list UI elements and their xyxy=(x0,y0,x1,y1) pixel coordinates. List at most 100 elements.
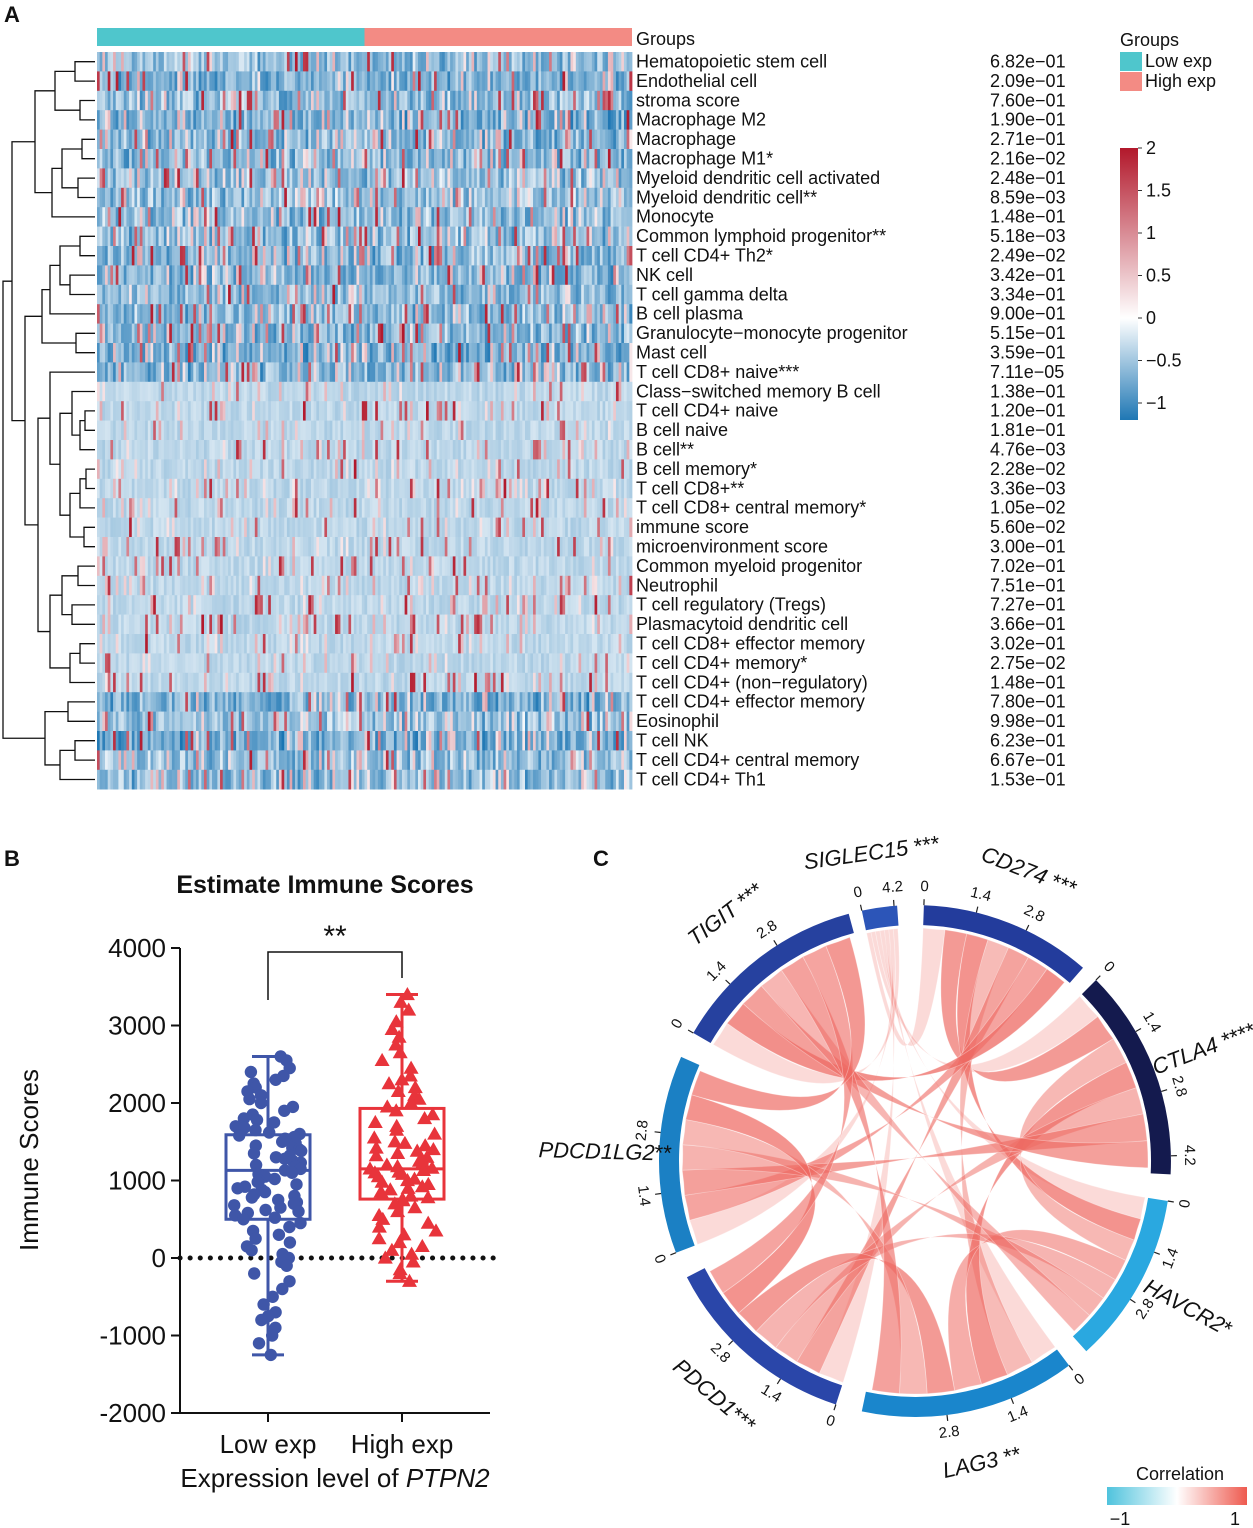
heatmap-cell xyxy=(113,149,117,169)
heatmap-cell xyxy=(356,420,360,441)
heatmap-cell xyxy=(516,207,521,227)
heatmap-cell xyxy=(385,420,389,441)
heatmap-cell xyxy=(353,478,357,499)
heatmap-cell xyxy=(115,284,119,305)
heatmap-cell xyxy=(434,498,438,518)
heatmap-cell xyxy=(102,110,106,130)
heatmap-cell xyxy=(270,246,274,266)
heatmap-cell xyxy=(415,420,419,441)
heatmap-cell xyxy=(554,110,558,130)
heatmap-cell xyxy=(412,517,416,538)
heatmap-cell xyxy=(351,498,355,518)
heatmap-cell xyxy=(562,207,566,227)
heatmap-cell xyxy=(209,110,213,130)
heatmap-cell xyxy=(158,207,162,227)
heatmap-cell xyxy=(359,149,363,169)
heatmap-cell xyxy=(332,343,336,363)
heatmap-cell xyxy=(177,284,181,305)
heatmap-cell xyxy=(479,52,483,72)
heatmap-cell xyxy=(375,246,379,266)
heatmap-cell xyxy=(155,265,159,286)
heatmap-cell xyxy=(345,401,349,421)
dendrogram-branch xyxy=(69,274,95,296)
heatmap-cell xyxy=(463,420,467,441)
heatmap-cell xyxy=(228,129,232,150)
heatmap-cell xyxy=(615,381,620,402)
heatmap-cell xyxy=(273,110,277,130)
heatmap-cell xyxy=(137,284,141,305)
heatmap-cell xyxy=(597,52,601,72)
heatmap-cell xyxy=(418,246,422,266)
heatmap-cell xyxy=(551,362,555,383)
heatmap-cell xyxy=(230,440,234,460)
heatmap-cell xyxy=(153,420,157,441)
heatmap-cell xyxy=(311,149,315,169)
heatmap-cell xyxy=(559,401,563,421)
heatmap-cell xyxy=(607,343,611,363)
dendrogram-branch xyxy=(37,417,50,633)
heatmap-cell xyxy=(626,246,630,266)
heatmap-cell xyxy=(471,304,475,324)
heatmap-cell xyxy=(506,343,510,363)
heatmap-cell xyxy=(201,168,205,189)
heatmap-cell xyxy=(565,187,569,208)
heatmap-cell xyxy=(361,246,365,266)
heatmap-cell xyxy=(193,265,197,286)
heatmap-cell xyxy=(158,381,162,402)
heatmap-cell xyxy=(420,129,424,150)
heatmap-cell xyxy=(252,498,256,518)
heatmap-cell xyxy=(538,440,542,460)
heatmap-cell xyxy=(436,149,440,169)
heatmap-cell xyxy=(147,187,151,208)
heatmap-cell xyxy=(607,304,611,324)
heatmap-cell xyxy=(281,304,285,324)
heatmap-cell xyxy=(158,517,162,538)
heatmap-cell xyxy=(570,71,574,92)
heatmap-cell xyxy=(508,343,513,363)
heatmap-cell xyxy=(567,459,571,480)
heatmap-cell xyxy=(276,110,280,130)
heatmap-cell xyxy=(618,265,622,286)
heatmap-cell xyxy=(476,110,480,130)
heatmap-cell xyxy=(450,459,454,480)
heatmap-cell xyxy=(161,246,165,266)
heatmap-cell xyxy=(351,420,355,441)
heatmap-cell xyxy=(329,323,333,344)
heatmap-cell xyxy=(187,381,192,402)
heatmap-cell xyxy=(607,459,611,480)
heatmap-cell xyxy=(158,459,162,480)
heatmap-cell xyxy=(503,207,507,227)
heatmap-cell xyxy=(179,440,183,460)
heatmap-cell xyxy=(110,168,114,189)
heatmap-cell xyxy=(490,401,494,421)
heatmap-cell xyxy=(147,304,151,324)
heatmap-cell xyxy=(514,401,518,421)
heatmap-cell xyxy=(514,52,518,72)
heatmap-cell xyxy=(455,401,459,421)
heatmap-cell xyxy=(195,478,200,499)
heatmap-cell xyxy=(220,110,224,130)
heatmap-cell xyxy=(482,401,486,421)
heatmap-cell xyxy=(557,246,561,266)
heatmap-cell xyxy=(516,265,521,286)
heatmap-cell xyxy=(147,90,151,111)
heatmap-cell xyxy=(554,265,558,286)
heatmap-cell xyxy=(260,149,264,169)
heatmap-cell xyxy=(118,284,122,305)
heatmap-cell xyxy=(356,323,360,344)
heatmap-cell xyxy=(118,129,122,150)
heatmap-cell xyxy=(412,362,416,383)
heatmap-cell xyxy=(618,71,622,92)
heatmap-cell xyxy=(300,110,304,130)
heatmap-cell xyxy=(492,498,496,518)
heatmap-cell xyxy=(605,90,609,111)
heatmap-cell xyxy=(249,71,253,92)
heatmap-row xyxy=(97,323,633,344)
heatmap-cell xyxy=(613,362,617,383)
heatmap-cell xyxy=(594,207,598,227)
heatmap-cell xyxy=(97,478,101,499)
heatmap-cell xyxy=(581,168,585,189)
heatmap-cell xyxy=(385,129,389,150)
heatmap-cell xyxy=(233,265,237,286)
heatmap-cell xyxy=(233,52,237,72)
